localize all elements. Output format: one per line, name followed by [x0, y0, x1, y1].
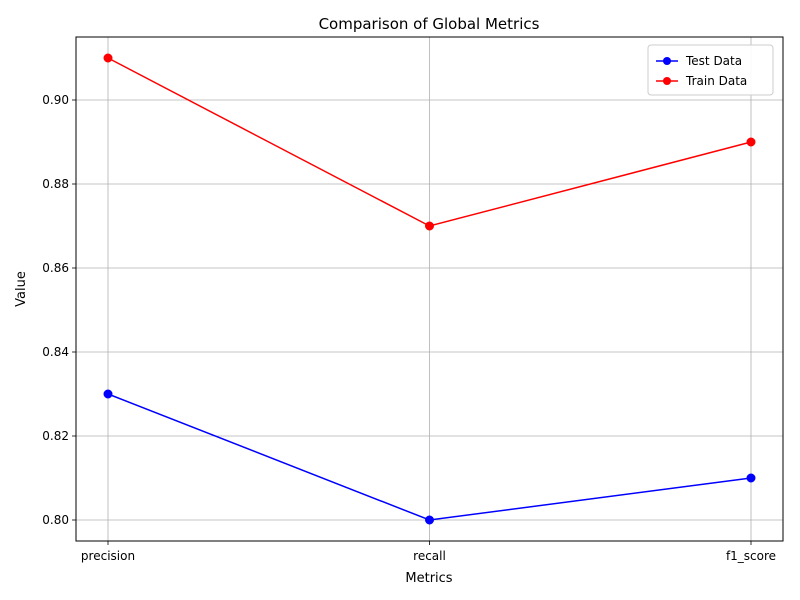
legend-label: Train Data	[685, 74, 747, 88]
y-tick-label: 0.82	[42, 429, 69, 443]
data-point	[103, 389, 113, 399]
legend-marker	[663, 77, 671, 85]
axis-layer: precision recall f1_score 0.80 0.82 0.84 0.86 0…	[42, 93, 776, 563]
x-axis-label: Metrics	[405, 571, 452, 586]
y-axis-label: Value	[14, 271, 29, 307]
legend: Test Data Train Data	[647, 44, 774, 96]
x-tick-label: f1_score	[726, 549, 776, 563]
data-point	[746, 137, 756, 147]
series-layer	[103, 53, 756, 525]
y-tick-label: 0.86	[42, 261, 69, 275]
data-point	[103, 53, 113, 63]
data-point	[425, 221, 434, 231]
grid-lines	[76, 37, 783, 541]
data-point	[425, 515, 434, 525]
y-tick-label: 0.84	[42, 345, 69, 359]
y-tick-label: 0.80	[42, 513, 69, 527]
legend-label: Test Data	[685, 54, 742, 68]
legend-box	[647, 44, 774, 96]
y-tick-label: 0.90	[42, 93, 69, 107]
y-tick-label: 0.88	[42, 177, 69, 191]
chart-title: Comparison of Global Metrics	[319, 15, 540, 33]
legend-marker	[663, 57, 671, 65]
data-point	[746, 473, 756, 483]
x-tick-label: precision	[81, 549, 135, 563]
x-tick-label: recall	[413, 549, 446, 563]
